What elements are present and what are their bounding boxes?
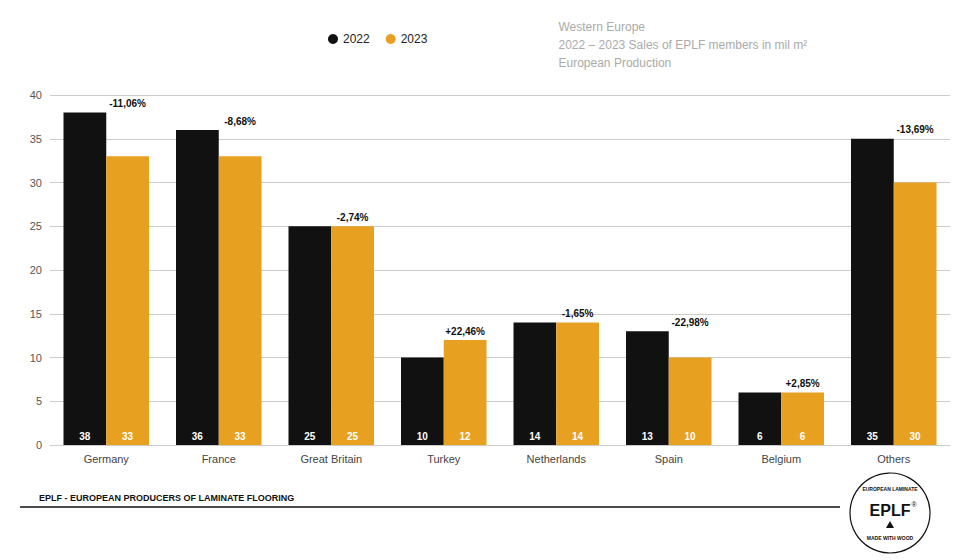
svg-text:20: 20 bbox=[30, 264, 42, 276]
svg-text:MADE WITH WOOD: MADE WITH WOOD bbox=[867, 535, 914, 541]
svg-text:35: 35 bbox=[867, 431, 879, 442]
svg-text:30: 30 bbox=[910, 431, 922, 442]
svg-text:+2,85%: +2,85% bbox=[786, 378, 820, 389]
svg-text:6: 6 bbox=[757, 431, 763, 442]
svg-text:Germany: Germany bbox=[84, 453, 130, 465]
svg-text:2022: 2022 bbox=[343, 32, 370, 46]
svg-text:35: 35 bbox=[30, 133, 42, 145]
svg-text:Spain: Spain bbox=[655, 453, 683, 465]
svg-text:30: 30 bbox=[30, 177, 42, 189]
svg-text:+22,46%: +22,46% bbox=[445, 326, 485, 337]
svg-text:-8,68%: -8,68% bbox=[224, 116, 256, 127]
svg-text:10: 10 bbox=[685, 431, 697, 442]
svg-text:33: 33 bbox=[122, 431, 134, 442]
svg-text:6: 6 bbox=[800, 431, 806, 442]
svg-text:5: 5 bbox=[36, 395, 42, 407]
svg-text:38: 38 bbox=[79, 431, 91, 442]
svg-text:2023: 2023 bbox=[401, 32, 428, 46]
svg-text:EPLF - EUROPEAN PRODUCERS OF L: EPLF - EUROPEAN PRODUCERS OF LAMINATE FL… bbox=[39, 493, 294, 503]
svg-text:EUROPEAN LAMINATE: EUROPEAN LAMINATE bbox=[862, 486, 918, 492]
svg-text:25: 25 bbox=[304, 431, 316, 442]
svg-text:Great Britain: Great Britain bbox=[300, 453, 362, 465]
svg-text:0: 0 bbox=[36, 439, 42, 451]
svg-text:France: France bbox=[202, 453, 236, 465]
svg-text:-11,06%: -11,06% bbox=[109, 98, 146, 109]
svg-text:25: 25 bbox=[347, 431, 359, 442]
svg-text:®: ® bbox=[911, 501, 917, 508]
svg-text:-22,98%: -22,98% bbox=[672, 317, 709, 328]
svg-text:14: 14 bbox=[529, 431, 541, 442]
svg-text:33: 33 bbox=[235, 431, 247, 442]
svg-text:-1,65%: -1,65% bbox=[562, 308, 594, 319]
svg-text:Netherlands: Netherlands bbox=[527, 453, 587, 465]
svg-text:10: 10 bbox=[30, 352, 42, 364]
svg-text:15: 15 bbox=[30, 308, 42, 320]
svg-text:Western Europe: Western Europe bbox=[559, 20, 646, 34]
svg-text:12: 12 bbox=[460, 431, 472, 442]
svg-text:25: 25 bbox=[30, 220, 42, 232]
svg-text:Belgium: Belgium bbox=[761, 453, 801, 465]
svg-text:-2,74%: -2,74% bbox=[337, 212, 369, 223]
svg-text:36: 36 bbox=[192, 431, 204, 442]
svg-text:-13,69%: -13,69% bbox=[897, 124, 934, 135]
svg-text:14: 14 bbox=[572, 431, 584, 442]
svg-text:EPLF: EPLF bbox=[870, 502, 911, 519]
svg-text:European Production: European Production bbox=[559, 56, 672, 70]
svg-text:10: 10 bbox=[417, 431, 429, 442]
svg-text:Others: Others bbox=[877, 453, 911, 465]
svg-text:13: 13 bbox=[642, 431, 654, 442]
svg-text:Turkey: Turkey bbox=[427, 453, 461, 465]
svg-text:40: 40 bbox=[30, 89, 42, 101]
svg-text:2022 – 2023 Sales of EPLF memb: 2022 – 2023 Sales of EPLF members in mil… bbox=[559, 38, 808, 52]
